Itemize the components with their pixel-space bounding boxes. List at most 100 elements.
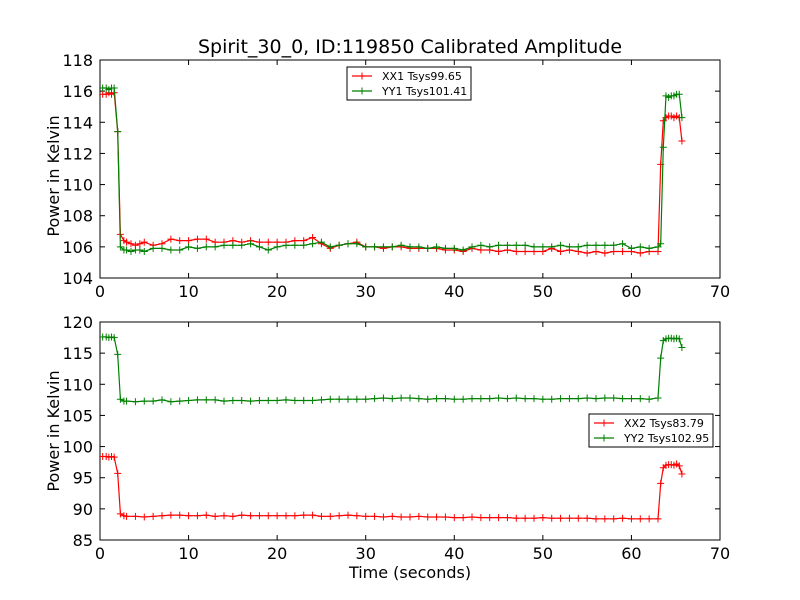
- bottom-series-2-point-marker: [362, 395, 370, 403]
- top-series-2-point-marker: [379, 243, 387, 251]
- top-x-tick-label: 10: [178, 282, 198, 301]
- bottom-series-2-point-marker: [379, 394, 387, 402]
- bottom-series-1-point-marker: [300, 511, 308, 519]
- top-series-2-point-marker: [486, 243, 494, 251]
- top-series-2-point-marker: [300, 241, 308, 249]
- bottom-series-2-point-marker: [176, 397, 184, 405]
- bottom-y-tick-label: 105: [62, 406, 93, 425]
- bottom-series-2-point-marker: [397, 394, 405, 402]
- bottom-series-1-point-marker: [238, 511, 246, 519]
- bottom-series-1-point-marker: [619, 514, 627, 522]
- top-y-tick-label: 116: [62, 82, 93, 101]
- bottom-series-2-point-marker: [116, 395, 124, 403]
- top-y-tick-label: 114: [62, 113, 93, 132]
- top-x-tick-label: 70: [710, 282, 730, 301]
- top-series-2-point-marker: [273, 243, 281, 251]
- bottom-y-tick-label: 95: [73, 469, 93, 488]
- bottom-series-2-point-marker: [255, 396, 263, 404]
- top-series-2-point-marker: [344, 240, 352, 248]
- bottom-series-1-point-marker: [548, 514, 556, 522]
- bottom-series-1-point-marker: [326, 512, 334, 520]
- top-series-2-point-marker: [574, 243, 582, 251]
- top-series-2-point-marker: [468, 243, 476, 251]
- top-series-2-point-marker: [645, 244, 653, 252]
- bottom-series-1-point-marker: [123, 512, 131, 520]
- bottom-series-1-point-marker: [675, 462, 683, 470]
- bottom-series-2-point-marker: [309, 396, 317, 404]
- bottom-series-1-point-marker: [424, 513, 432, 521]
- top-series-1-point-marker: [176, 237, 184, 245]
- top-legend: XX1 Tsys99.65 YY1 Tsys101.41: [346, 66, 472, 101]
- top-series-1-point-marker: [136, 240, 144, 248]
- top-legend-marker: [358, 87, 366, 95]
- bottom-series-1-point-marker: [495, 514, 503, 522]
- bottom-series-2-point-marker: [636, 395, 644, 403]
- top-series-2-point-marker: [495, 241, 503, 249]
- bottom-series-1-point-marker: [503, 514, 511, 522]
- bottom-y-tick-label: 90: [73, 500, 93, 519]
- bottom-plot-frame: [99, 321, 721, 541]
- top-series-2-point-marker: [238, 241, 246, 249]
- top-series-2-point-marker: [678, 114, 686, 122]
- top-series-2-point-marker: [110, 84, 118, 92]
- top-series-2-point-marker: [291, 241, 299, 249]
- bottom-series-2-point-marker: [238, 396, 246, 404]
- chart-title: Spirit_30_0, ID:119850 Calibrated Amplit…: [198, 36, 622, 58]
- top-series-2-point-marker: [601, 241, 609, 249]
- top-series-2-point-marker: [255, 243, 263, 251]
- top-legend-box: [346, 66, 472, 101]
- top-y-tick-label: 110: [62, 176, 93, 195]
- bottom-series-1-point-marker: [116, 510, 124, 518]
- bottom-series-1-point-marker: [344, 511, 352, 519]
- top-x-tick-label: 60: [621, 282, 641, 301]
- top-legend-label: YY1 Tsys101.41: [381, 85, 467, 98]
- bottom-y-tick-label: 110: [62, 375, 93, 394]
- bottom-series-1-point-marker: [317, 512, 325, 520]
- top-x-tick-label: 0: [95, 282, 105, 301]
- bottom-series-2-point-marker: [548, 395, 556, 403]
- bottom-series-1-point-marker: [247, 512, 255, 520]
- top-series-2-point-marker: [247, 240, 255, 248]
- top-series-1-point-marker: [521, 248, 529, 256]
- bottom-series-2-point-marker: [193, 396, 201, 404]
- bottom-y-axis-label: Power in Kelvin: [44, 370, 63, 491]
- top-series-1-point-marker: [202, 235, 210, 243]
- bottom-series-1-point-marker: [149, 512, 157, 520]
- bottom-series-2-point-marker: [388, 395, 396, 403]
- bottom-legend-marker: [600, 434, 608, 442]
- top-series-2-point-marker: [116, 243, 124, 251]
- top-series-2-point-marker: [193, 244, 201, 252]
- bottom-series-2-point-marker: [158, 396, 166, 404]
- bottom-series-1-point-marker: [229, 512, 237, 520]
- top-y-tick-label: 108: [62, 207, 93, 226]
- top-series-2-point-marker: [627, 244, 635, 252]
- top-series-2-point-marker: [459, 246, 467, 254]
- top-series-2-point-marker: [335, 241, 343, 249]
- bottom-series-2-point-marker: [610, 394, 618, 402]
- top-series-2-point-marker: [326, 243, 334, 251]
- bottom-series-2-point-marker: [110, 334, 118, 342]
- top-series-2-point-marker: [211, 243, 219, 251]
- bottom-series-2-point-marker: [273, 396, 281, 404]
- bottom-series-2-point-marker: [477, 395, 485, 403]
- bottom-series-2-point-marker: [229, 396, 237, 404]
- top-series-2-point-marker: [185, 243, 193, 251]
- bottom-series-1-point-marker: [202, 511, 210, 519]
- bottom-series-1-point-marker: [353, 512, 361, 520]
- bottom-series-2-point-marker: [140, 397, 148, 405]
- top-y-tick-label: 104: [62, 269, 93, 288]
- bottom-series-1-point-marker: [574, 514, 582, 522]
- bottom-y-tick-label: 115: [62, 344, 93, 363]
- bottom-series-2-point-marker: [601, 394, 609, 402]
- bottom-series-1-point-marker: [211, 512, 219, 520]
- top-x-tick-label: 40: [444, 282, 464, 301]
- bottom-x-tick-label: 40: [444, 544, 464, 563]
- bottom-series-1-point-marker: [185, 512, 193, 520]
- bottom-series-1-point-marker: [220, 512, 228, 520]
- bottom-series-1-point-marker: [512, 514, 520, 522]
- top-series-2-point-marker: [583, 241, 591, 249]
- top-series-2-point-marker: [592, 241, 600, 249]
- top-series-2-point-marker: [282, 241, 290, 249]
- bottom-plot-panel: 0 10 20 30 40 50 60 70 85 90 95 100 105 110 115 120 XX2 …: [62, 313, 730, 563]
- bottom-series-2-point-marker: [495, 394, 503, 402]
